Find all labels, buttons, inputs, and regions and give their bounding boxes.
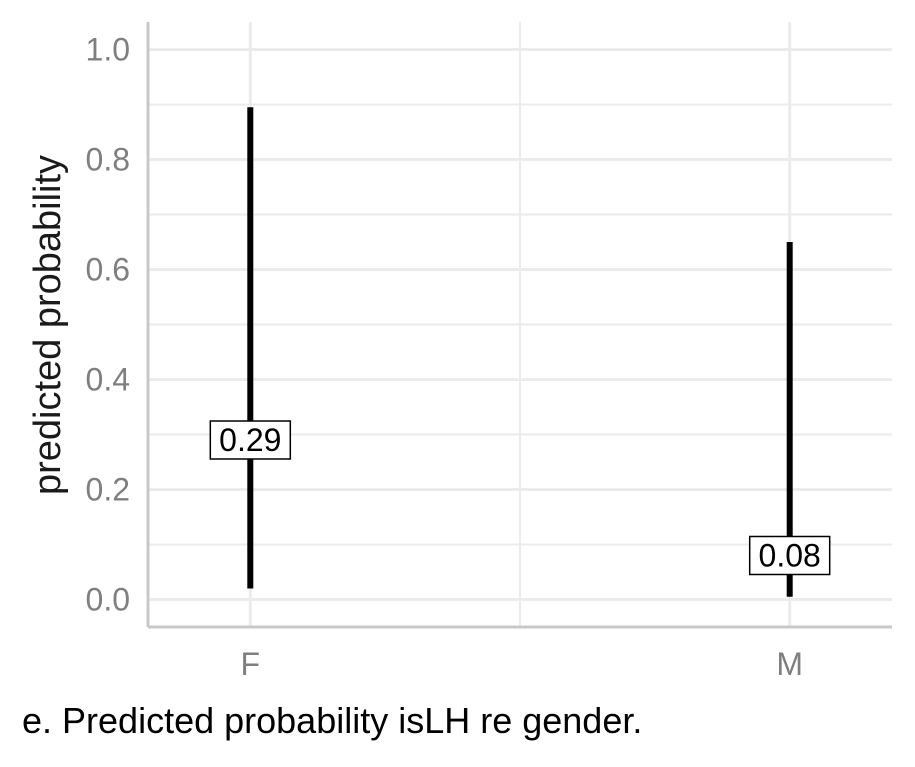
y-tick-label: 0.8 xyxy=(86,142,130,178)
data-label: 0.08 xyxy=(759,538,821,574)
x-tick-label: F xyxy=(241,646,261,682)
figure-caption: e. Predicted probability isLH re gender. xyxy=(22,700,643,741)
data-label-box xyxy=(209,420,292,460)
data-labels: 0.29 0.08 xyxy=(209,420,831,576)
y-tick-label: 0.2 xyxy=(86,472,130,508)
y-tick-label: 0.6 xyxy=(86,252,130,288)
x-tick-label: M xyxy=(776,646,803,682)
y-tick-label: 0.0 xyxy=(86,582,130,618)
y-tick-label: 0.4 xyxy=(86,362,130,398)
y-tick-labels: 0.0 0.2 0.4 0.6 0.8 1.0 xyxy=(86,32,130,618)
data-label: 0.29 xyxy=(219,422,281,458)
axes xyxy=(146,22,892,629)
y-tick-label: 1.0 xyxy=(86,32,130,68)
data-label-box xyxy=(748,535,831,576)
y-axis-title: predicted probability xyxy=(27,155,69,495)
